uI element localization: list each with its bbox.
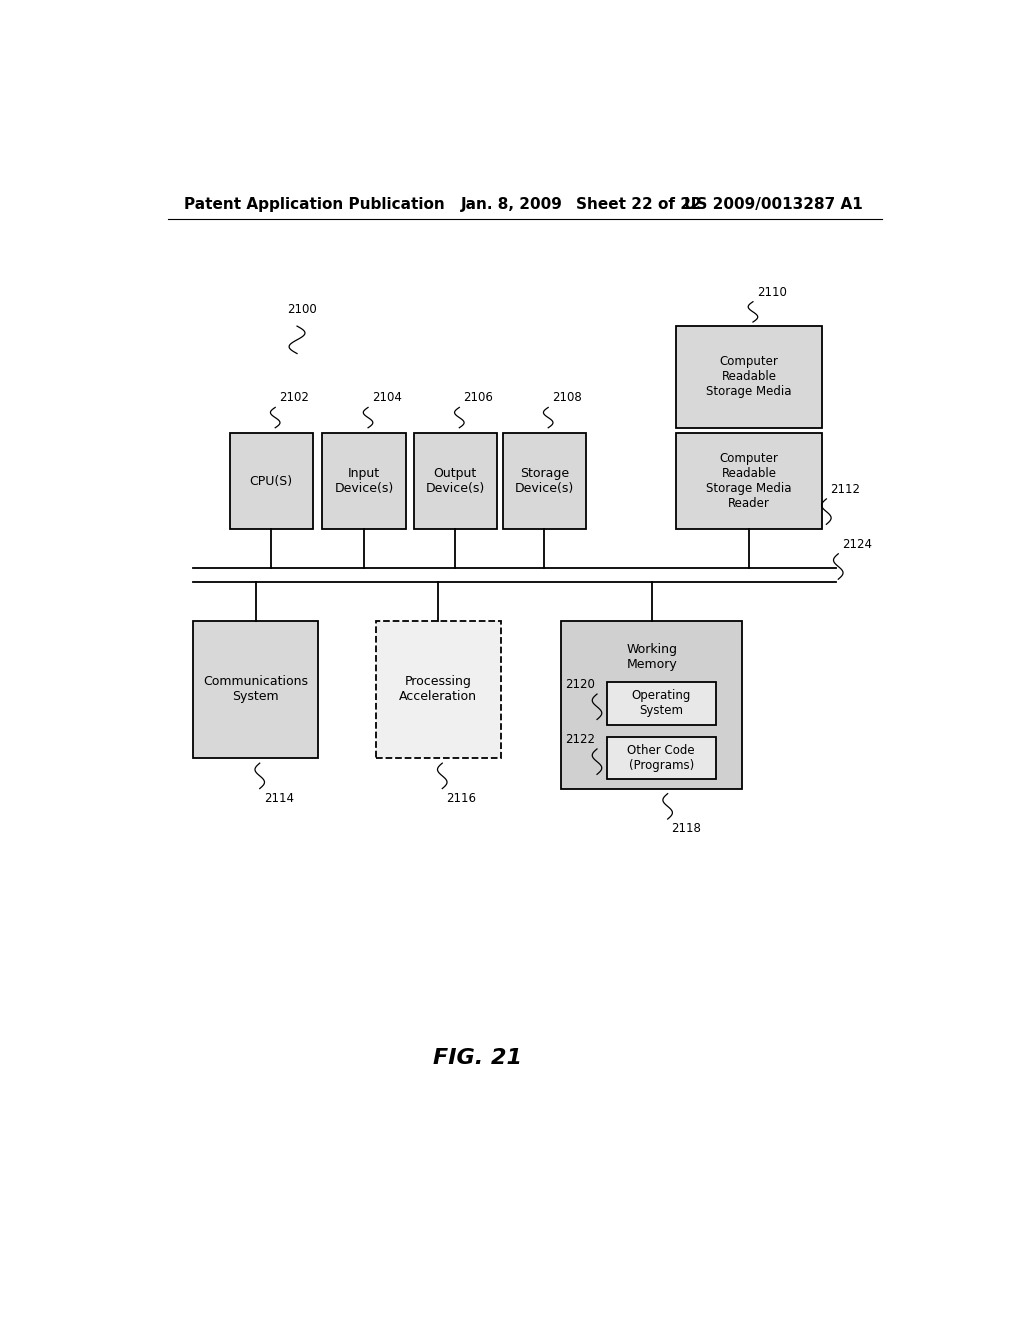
FancyBboxPatch shape — [414, 433, 497, 529]
Text: CPU(S): CPU(S) — [250, 475, 293, 487]
FancyBboxPatch shape — [229, 433, 313, 529]
Text: Other Code
(Programs): Other Code (Programs) — [628, 744, 695, 772]
FancyBboxPatch shape — [561, 620, 742, 788]
Text: 2120: 2120 — [565, 678, 595, 690]
FancyBboxPatch shape — [606, 682, 716, 725]
Text: 2112: 2112 — [830, 483, 860, 496]
Text: Computer
Readable
Storage Media: Computer Readable Storage Media — [707, 355, 792, 399]
FancyBboxPatch shape — [323, 433, 406, 529]
Text: Communications
System: Communications System — [204, 676, 308, 704]
Text: Input
Device(s): Input Device(s) — [335, 467, 393, 495]
FancyBboxPatch shape — [676, 433, 822, 529]
Text: 2100: 2100 — [287, 304, 316, 315]
Text: Processing
Acceleration: Processing Acceleration — [399, 676, 477, 704]
Text: Working
Memory: Working Memory — [627, 643, 677, 672]
Text: 2110: 2110 — [757, 285, 786, 298]
Text: Output
Device(s): Output Device(s) — [426, 467, 485, 495]
FancyBboxPatch shape — [376, 620, 501, 758]
Text: 2106: 2106 — [463, 391, 494, 404]
Text: 2122: 2122 — [564, 733, 595, 746]
Text: Jan. 8, 2009: Jan. 8, 2009 — [461, 197, 563, 211]
Text: 2104: 2104 — [372, 391, 401, 404]
FancyBboxPatch shape — [503, 433, 586, 529]
Text: US 2009/0013287 A1: US 2009/0013287 A1 — [684, 197, 862, 211]
Text: 2116: 2116 — [446, 792, 476, 805]
Text: Patent Application Publication: Patent Application Publication — [183, 197, 444, 211]
Text: Storage
Device(s): Storage Device(s) — [515, 467, 573, 495]
FancyBboxPatch shape — [606, 737, 716, 779]
Text: Sheet 22 of 22: Sheet 22 of 22 — [577, 197, 702, 211]
Text: Operating
System: Operating System — [632, 689, 691, 717]
Text: 2118: 2118 — [672, 822, 701, 836]
Text: Computer
Readable
Storage Media
Reader: Computer Readable Storage Media Reader — [707, 453, 792, 510]
Text: 2124: 2124 — [842, 537, 872, 550]
Text: 2114: 2114 — [264, 792, 294, 805]
Text: FIG. 21: FIG. 21 — [433, 1048, 521, 1068]
FancyBboxPatch shape — [676, 326, 822, 428]
Text: 2102: 2102 — [280, 391, 309, 404]
FancyBboxPatch shape — [194, 620, 318, 758]
Text: 2108: 2108 — [552, 391, 582, 404]
